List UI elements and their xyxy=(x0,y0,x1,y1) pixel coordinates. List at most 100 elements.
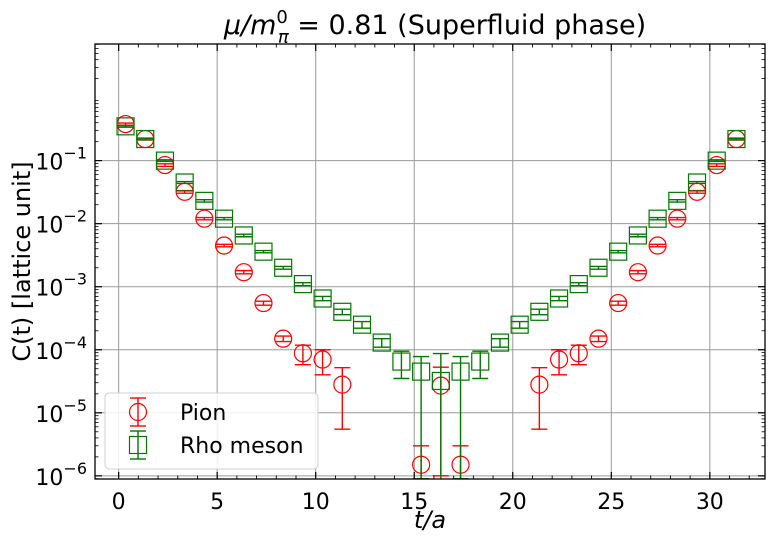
pion-point xyxy=(274,329,293,348)
pion-marker xyxy=(549,350,569,369)
x-tick-label: 20 xyxy=(499,490,527,515)
pion-point xyxy=(195,209,214,228)
pion-marker xyxy=(214,236,234,255)
rho-meson-marker xyxy=(549,289,569,308)
rho-meson-marker xyxy=(707,151,726,170)
legend-marker xyxy=(128,435,148,455)
rho-meson-point xyxy=(116,117,135,136)
pion-point xyxy=(628,263,647,282)
rho-meson-marker xyxy=(687,173,707,192)
rho-meson-marker xyxy=(155,151,175,170)
legend-box xyxy=(104,392,319,470)
legend-label: Pion xyxy=(180,401,226,426)
x-tick-label: 10 xyxy=(302,490,330,515)
pion-point xyxy=(589,329,608,348)
axis-ticks xyxy=(95,43,765,480)
rho-meson-marker xyxy=(727,129,746,149)
rho-meson-point xyxy=(372,333,391,352)
rho-meson-point xyxy=(313,289,332,308)
rho-meson-marker xyxy=(668,191,687,210)
axes-frame xyxy=(94,43,766,480)
rho-meson-point xyxy=(707,151,726,170)
y-tick-label-exponent: −1 xyxy=(63,144,87,163)
legend: Pion Rho meson xyxy=(104,392,319,470)
rho-meson-marker xyxy=(530,302,549,321)
y-tick-label-exponent: −6 xyxy=(63,459,87,478)
rho-meson-marker xyxy=(372,333,391,352)
rho-meson-point xyxy=(214,209,234,228)
y-tick-label-exponent: −5 xyxy=(63,396,87,415)
title-rest: = 0.81 (Superfluid phase) xyxy=(289,10,646,41)
rho-meson-marker xyxy=(569,275,588,294)
pion-marker xyxy=(569,344,588,363)
rho-meson-point xyxy=(431,352,450,479)
legend-marker xyxy=(128,402,148,422)
pion-point xyxy=(648,236,667,255)
rho-meson-marker xyxy=(214,209,234,228)
rho-meson-marker xyxy=(175,173,194,192)
rho-meson-point xyxy=(352,315,372,334)
legend-label: Rho meson xyxy=(180,434,304,459)
rho-meson-marker xyxy=(412,362,431,381)
plot-data xyxy=(116,114,746,479)
pion-marker xyxy=(668,209,687,228)
legend-entry-pion: Pion xyxy=(128,397,226,427)
rho-meson-point xyxy=(293,275,312,294)
pion-point xyxy=(569,344,588,366)
rho-meson-point xyxy=(155,151,175,170)
x-axis-label: t/a xyxy=(414,506,446,534)
x-tick-label: 5 xyxy=(210,490,224,515)
rho-meson-marker xyxy=(471,352,490,371)
pion-point xyxy=(668,209,687,228)
pion-marker xyxy=(333,375,352,394)
rho-meson-marker xyxy=(648,209,667,228)
rho-meson-point xyxy=(333,302,352,321)
rho-meson-point xyxy=(175,173,194,192)
rho-meson-marker xyxy=(392,352,411,371)
rho-meson-point xyxy=(254,242,273,261)
y-tick-label-exponent: −3 xyxy=(63,270,87,289)
rho-meson-marker xyxy=(293,275,312,294)
rho-meson-marker xyxy=(136,129,155,149)
rho-meson-marker xyxy=(313,289,332,308)
title-math: μ/m xyxy=(223,10,277,41)
pion-marker xyxy=(648,236,667,255)
rho-meson-marker xyxy=(431,371,450,391)
rho-meson-point xyxy=(569,275,588,294)
pion-marker xyxy=(274,329,293,348)
pion-marker xyxy=(254,293,273,313)
rho-meson-point xyxy=(234,226,253,245)
pion-point xyxy=(234,263,253,282)
x-tick-label: 25 xyxy=(597,490,625,515)
legend-entry-rho-meson: Rho meson xyxy=(128,430,304,460)
x-tick-label: 0 xyxy=(112,490,126,515)
pion-point xyxy=(530,366,549,430)
rho-meson-marker xyxy=(490,333,510,352)
title-subscript: π xyxy=(278,27,290,48)
pion-point xyxy=(549,349,569,376)
rho-meson-marker xyxy=(116,117,135,136)
rho-meson-point xyxy=(136,129,155,149)
pion-point xyxy=(609,293,628,313)
rho-meson-marker xyxy=(333,302,352,321)
rho-meson-series xyxy=(116,117,746,479)
rho-meson-marker xyxy=(510,315,529,334)
rho-meson-marker xyxy=(352,315,372,334)
x-tick-label: 15 xyxy=(400,490,428,515)
pion-point xyxy=(254,293,273,313)
pion-point xyxy=(313,349,332,376)
rho-meson-marker xyxy=(254,242,273,261)
pion-marker xyxy=(293,344,312,363)
y-tick-label-exponent: −4 xyxy=(63,333,87,352)
pion-marker xyxy=(589,329,608,348)
y-tick-label-exponent: −2 xyxy=(63,207,87,226)
pion-marker xyxy=(628,263,647,282)
pion-point xyxy=(333,366,352,430)
rho-meson-marker xyxy=(589,258,608,277)
pion-marker xyxy=(313,350,332,369)
rho-meson-point xyxy=(687,173,707,192)
rho-meson-point xyxy=(195,191,214,210)
rho-meson-point xyxy=(510,315,529,334)
pion-marker xyxy=(530,375,549,394)
